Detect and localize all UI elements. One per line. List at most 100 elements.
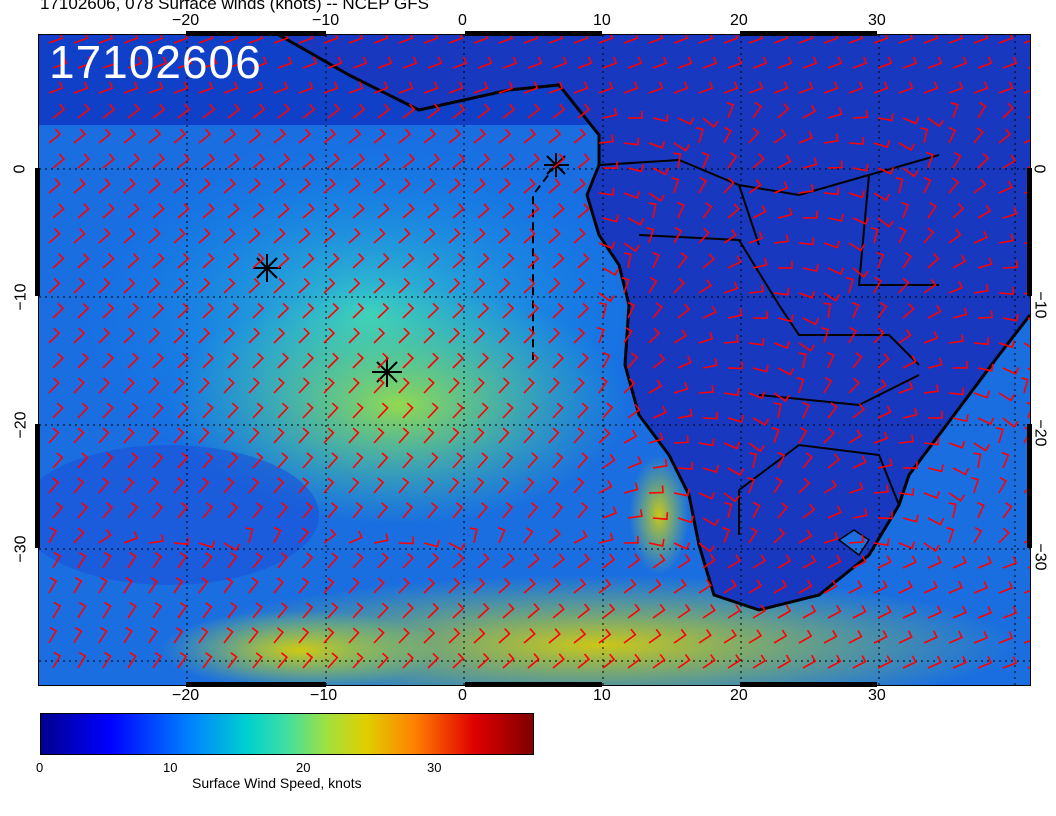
wind-barb [177,602,188,619]
wind-barb [152,203,165,219]
wind-barb [977,257,993,269]
wind-barb [102,153,116,169]
wind-barb [177,552,188,569]
wind-barb [173,537,190,546]
wind-barb [202,302,215,319]
wind-barb [123,81,139,94]
wind-barb [648,192,665,202]
wind-barb [352,652,364,669]
wind-barb [402,552,414,569]
wind-barb [702,465,719,474]
wind-barb [373,327,386,344]
wind-barb [77,203,90,219]
wind-barb [302,602,314,619]
wind-barb [198,427,210,444]
wind-barb [473,477,485,494]
wind-barb [202,56,218,69]
wind-barb [252,103,266,119]
wind-barb [352,153,366,169]
wind-barb [277,352,290,369]
wind-barb [48,626,58,644]
wind-barb [473,277,486,294]
wind-barb [73,477,85,494]
wind-barb [48,526,58,544]
wind-barb [373,577,385,594]
wind-barb [498,228,511,244]
wind-barb [602,553,616,569]
wind-barb [177,352,190,369]
lon-tick-bottom: −20 [172,687,200,704]
wind-barb [152,302,165,319]
wind-barb [973,390,991,399]
wind-barb [152,652,163,669]
wind-barb [352,203,365,219]
wind-barb [777,367,795,376]
wind-barb [873,192,891,202]
wind-barb [402,352,415,369]
wind-barb [902,252,913,269]
wind-barb [102,551,112,569]
wind-barb [248,427,260,444]
wind-barb [923,580,938,594]
wind-barb [598,187,615,196]
wind-barb [950,101,959,119]
wind-barb [548,228,561,244]
wind-barb [277,402,289,419]
wind-barb [927,117,944,128]
wind-barb [302,402,314,419]
lat-tick-left: 0 [11,164,29,174]
wind-barb [98,327,111,344]
wind-barb [523,128,537,144]
wind-barb [752,153,765,169]
wind-barb [302,352,315,369]
wind-barb [577,203,590,219]
wind-barb [452,352,465,369]
wind-barb [273,577,285,594]
wind-barb [573,327,586,344]
wind-barb [448,81,464,94]
wind-barb [548,528,561,544]
wind-barb [798,184,814,194]
wind-barb [477,56,493,69]
wind-barb [923,384,939,394]
wind-barb [173,277,186,294]
wind-barb [952,56,968,69]
wind-barb [173,178,186,194]
wind-barb [673,142,691,152]
wind-barb [723,492,740,503]
wind-barb [773,527,786,544]
lon-tick-top: 30 [868,12,886,29]
wind-barb [548,628,561,644]
wind-map[interactable]: 17102606 [38,34,1031,686]
wind-barb [248,228,261,244]
wind-barb [427,602,440,619]
wind-barb [423,277,436,294]
wind-barb [402,153,416,169]
wind-barb [948,280,964,294]
wind-barb [127,302,140,319]
wind-barb [252,253,265,269]
wind-barb [598,241,616,250]
wind-barb [73,377,85,394]
wind-barb [602,453,616,469]
wind-barb [752,364,769,373]
wind-barb [952,655,967,669]
wind-barb [173,228,186,244]
wind-barb [223,427,235,444]
wind-barb [123,178,136,194]
wind-barb [752,654,767,669]
wind-barb [123,35,139,44]
wind-barb [377,352,390,369]
wind-barb [523,377,535,394]
wind-barb [1026,401,1030,419]
wind-barb [877,405,892,419]
wind-barb [698,331,714,344]
wind-barb [198,277,211,294]
wind-barb [527,302,540,319]
wind-barb [498,277,511,294]
wind-barb [998,392,1016,402]
wind-barb [802,401,810,419]
lon-tick-top: 0 [458,12,467,29]
wind-barb [598,292,615,303]
wind-barb [473,327,486,344]
